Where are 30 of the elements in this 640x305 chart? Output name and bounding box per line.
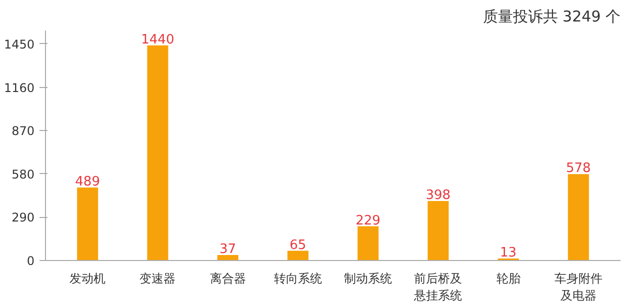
data-label: 37 (220, 242, 236, 257)
bar (568, 174, 589, 260)
x-tick-label: 变速器 (140, 272, 176, 286)
x-tick-label: 前后桥及悬挂系统 (413, 272, 462, 302)
data-label: 13 (500, 246, 517, 261)
bar (287, 250, 308, 260)
bar (147, 45, 168, 260)
x-tick-label: 离合器 (210, 272, 246, 286)
bar (77, 187, 98, 260)
x-tick-label: 车身附件及电器 (554, 272, 602, 302)
data-label: 1440 (141, 32, 174, 48)
data-label: 229 (356, 213, 380, 228)
data-label: 65 (290, 238, 306, 253)
y-tick-label: 870 (12, 124, 34, 138)
y-tick-label: 0 (26, 254, 35, 268)
y-tick-label: 1450 (4, 37, 35, 52)
x-tick-label: 转向系统 (274, 272, 322, 286)
chart-title: 质量投诉共 3249 个 (482, 8, 621, 26)
data-label: 489 (75, 174, 100, 190)
bar (428, 201, 449, 260)
data-label: 398 (426, 188, 451, 204)
y-tick-label: 1160 (4, 80, 35, 95)
y-tick-label: 290 (12, 210, 34, 225)
data-label: 578 (566, 161, 591, 176)
x-tick-label: 轮胎 (496, 272, 520, 286)
x-tick-label: 发动机 (70, 272, 106, 286)
bar (217, 254, 238, 260)
x-tick-label: 制动系统 (344, 272, 392, 286)
y-tick-label: 580 (12, 167, 34, 182)
bar (358, 226, 379, 260)
